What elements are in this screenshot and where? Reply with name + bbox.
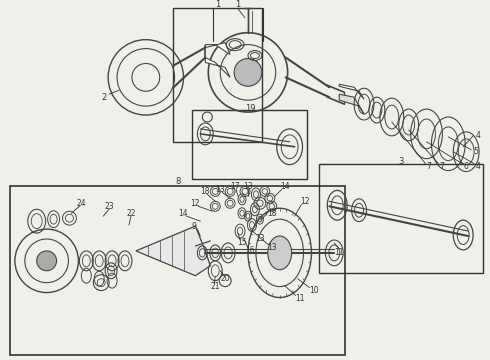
Text: 12: 12 bbox=[300, 197, 309, 206]
Text: 13: 13 bbox=[216, 185, 225, 194]
Text: 5: 5 bbox=[474, 147, 479, 156]
Text: 12: 12 bbox=[191, 199, 200, 208]
Text: 10: 10 bbox=[310, 286, 319, 295]
Text: 24: 24 bbox=[76, 199, 86, 208]
Text: 22: 22 bbox=[126, 209, 136, 218]
Text: 14: 14 bbox=[179, 209, 188, 218]
Text: 13: 13 bbox=[255, 234, 265, 243]
Text: 21: 21 bbox=[211, 282, 220, 291]
Text: 1: 1 bbox=[235, 0, 241, 9]
Text: 18: 18 bbox=[267, 209, 276, 218]
Text: 11: 11 bbox=[295, 294, 304, 303]
Ellipse shape bbox=[268, 236, 292, 270]
Text: 20: 20 bbox=[220, 274, 230, 283]
Text: 19: 19 bbox=[245, 104, 255, 113]
Polygon shape bbox=[339, 84, 364, 99]
Text: 13: 13 bbox=[243, 182, 253, 191]
Text: 11: 11 bbox=[335, 248, 344, 257]
Text: 23: 23 bbox=[104, 202, 114, 211]
Text: 1: 1 bbox=[215, 0, 220, 9]
Circle shape bbox=[234, 58, 262, 86]
Text: 7: 7 bbox=[426, 162, 431, 171]
Text: 9: 9 bbox=[192, 222, 197, 231]
Bar bbox=[172, 8, 262, 142]
Text: 18: 18 bbox=[200, 187, 210, 196]
Text: 16: 16 bbox=[245, 246, 255, 255]
Polygon shape bbox=[136, 226, 210, 276]
Text: 8: 8 bbox=[176, 177, 181, 186]
Polygon shape bbox=[205, 42, 230, 54]
Text: 2: 2 bbox=[101, 93, 107, 102]
Text: 14: 14 bbox=[280, 182, 290, 191]
Polygon shape bbox=[339, 94, 364, 114]
Text: 17: 17 bbox=[230, 182, 240, 191]
Text: 15: 15 bbox=[237, 238, 247, 247]
Bar bbox=[10, 186, 345, 355]
Circle shape bbox=[37, 251, 56, 271]
Text: 6: 6 bbox=[464, 162, 468, 171]
Polygon shape bbox=[205, 58, 230, 77]
Text: 7: 7 bbox=[439, 162, 444, 171]
Text: 4: 4 bbox=[476, 131, 481, 140]
Text: 13: 13 bbox=[267, 243, 276, 252]
Bar bbox=[193, 110, 308, 180]
Bar bbox=[319, 164, 483, 273]
Text: 3: 3 bbox=[398, 157, 403, 166]
Text: 4: 4 bbox=[476, 162, 481, 171]
